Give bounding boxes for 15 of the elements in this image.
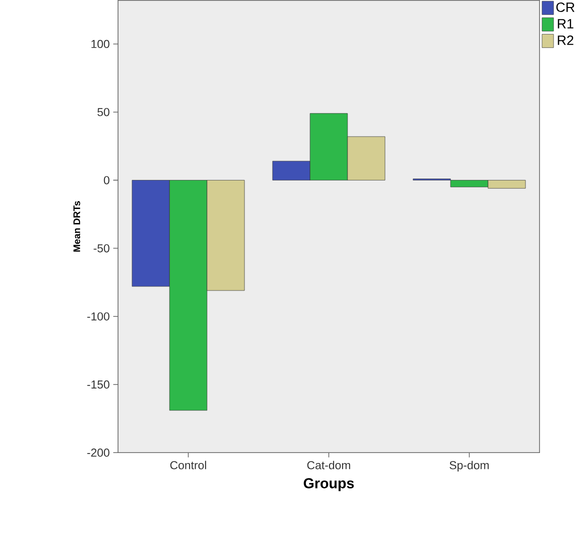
y-tick-label: -100 [87, 312, 110, 320]
x-tick-label: Sp-dom [450, 460, 489, 472]
y-tick-label: 0 [104, 176, 110, 184]
y-tick-label: 50 [97, 108, 110, 116]
x-tick-label: Cat-dom [307, 460, 350, 470]
y-tick-label: -50 [94, 244, 110, 252]
x-axis-title: Groups [304, 478, 354, 492]
y-tick-label: -150 [87, 380, 110, 389]
legend-label: CR [556, 2, 574, 12]
y-tick-label: -200 [87, 448, 110, 457]
legend-label: R1 [558, 19, 574, 28]
legend-label: R2 [558, 36, 574, 45]
y-tick-label: 100 [91, 40, 110, 48]
y-axis-title: Mean DRTs [73, 201, 80, 252]
x-tick-label: Control [170, 460, 206, 470]
